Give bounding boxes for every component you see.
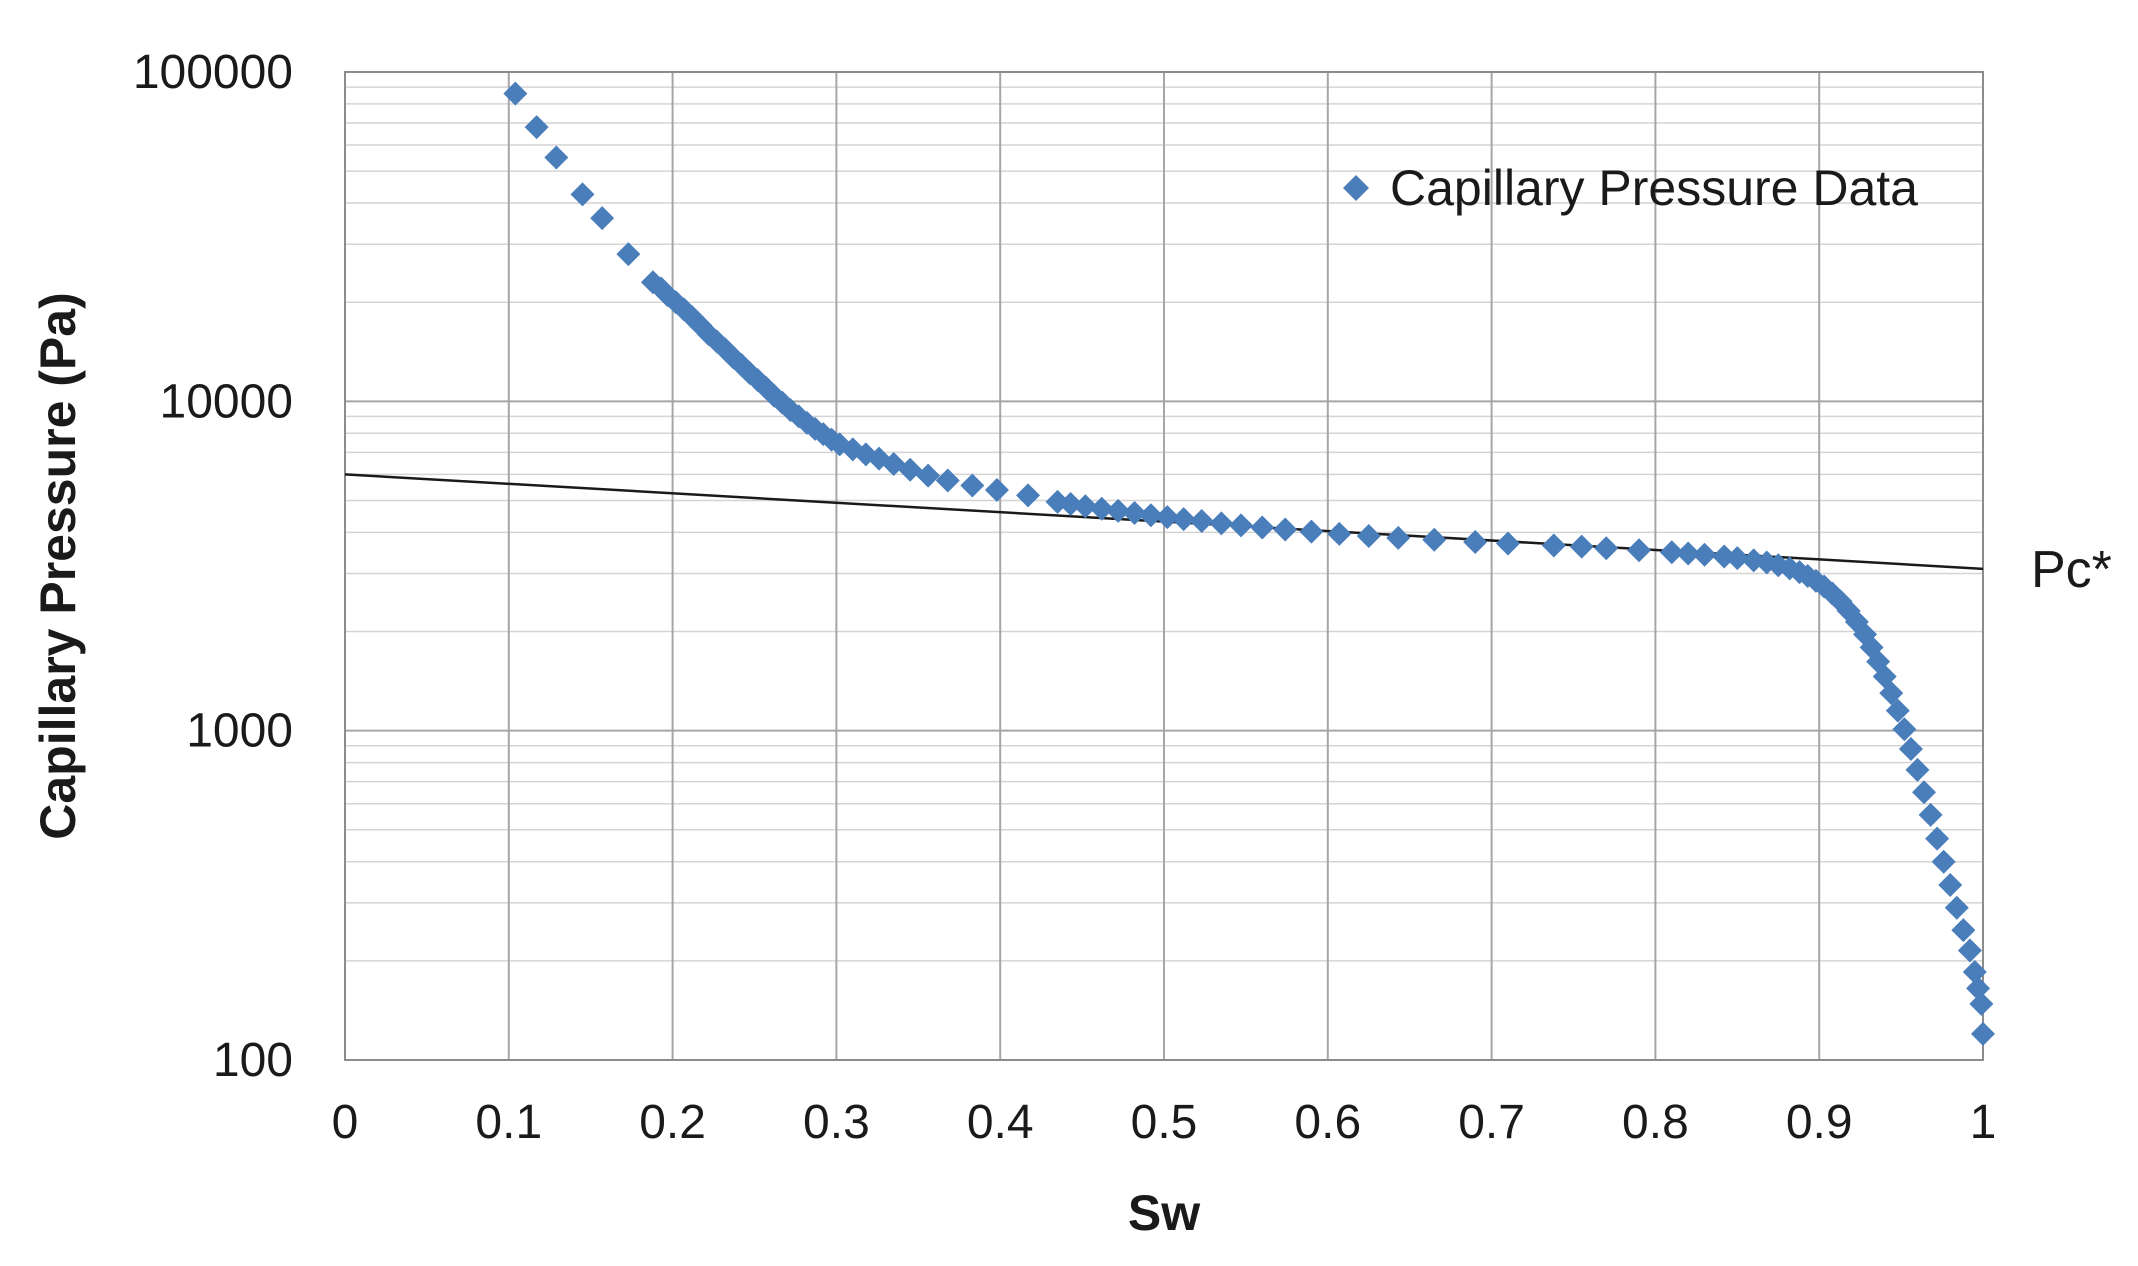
data-point — [1594, 536, 1619, 561]
data-point — [1327, 521, 1352, 546]
pc-star-annotation: Pc* — [2031, 541, 2112, 599]
data-point — [1250, 515, 1275, 540]
data-point — [1944, 895, 1969, 920]
data-point — [1386, 525, 1411, 550]
x-tick-label: 0.7 — [1458, 1096, 1525, 1149]
y-axis-title: Capillary Pressure (Pa) — [30, 292, 86, 840]
data-point — [616, 242, 641, 267]
data-point — [1106, 498, 1131, 523]
data-point — [1905, 757, 1930, 782]
data-point — [1209, 511, 1234, 536]
data-point — [960, 473, 985, 498]
data-point — [1969, 991, 1994, 1016]
x-tick-label: 0.5 — [1131, 1096, 1198, 1149]
data-point — [524, 115, 549, 140]
y-tick-label: 100 — [213, 1034, 293, 1087]
y-tick-label: 10000 — [160, 375, 293, 428]
x-tick-label: 0.3 — [803, 1096, 870, 1149]
x-tick-label: 0.4 — [967, 1096, 1034, 1149]
data-point — [544, 145, 569, 170]
data-point — [1495, 531, 1520, 556]
data-point — [1155, 505, 1180, 530]
data-point — [1957, 938, 1982, 963]
x-tick-label: 0.8 — [1622, 1096, 1689, 1149]
x-tick-label: 0 — [332, 1096, 359, 1149]
data-point — [1892, 717, 1917, 742]
data-point — [935, 468, 960, 493]
data-point — [1171, 507, 1196, 532]
data-point — [1073, 494, 1098, 519]
y-tick-label: 1000 — [186, 705, 293, 758]
data-point — [1692, 542, 1717, 567]
data-point — [590, 206, 615, 231]
x-tick-label: 0.2 — [639, 1096, 706, 1149]
data-point — [1299, 519, 1324, 544]
data-point — [1627, 538, 1652, 563]
data-point — [1541, 533, 1566, 558]
data-point — [1189, 509, 1214, 534]
data-point — [1273, 517, 1298, 542]
data-point — [1918, 802, 1943, 827]
data-point — [570, 182, 595, 207]
data-point — [1938, 872, 1963, 897]
x-axis-title: Sw — [1128, 1185, 1200, 1241]
data-point — [1931, 849, 1956, 874]
data-point — [1725, 546, 1750, 571]
x-tick-label: 0.1 — [475, 1096, 542, 1149]
x-tick-label: 0.9 — [1786, 1096, 1853, 1149]
legend-label: Capillary Pressure Data — [1390, 160, 1918, 216]
data-point — [1356, 524, 1381, 549]
data-point — [898, 457, 923, 482]
legend: Capillary Pressure Data — [1343, 160, 1918, 216]
data-points — [503, 81, 1995, 1046]
x-tick-label: 1 — [1970, 1096, 1997, 1149]
data-point — [1228, 513, 1253, 538]
data-point — [503, 81, 528, 106]
data-point — [984, 477, 1009, 502]
x-tick-label: 0.6 — [1294, 1096, 1361, 1149]
data-point — [1962, 960, 1987, 985]
y-tick-label: 100000 — [133, 46, 293, 99]
data-point — [1885, 698, 1910, 723]
data-point — [916, 463, 941, 488]
data-point — [1879, 681, 1904, 706]
legend-marker-diamond — [1343, 175, 1369, 201]
data-point — [1463, 530, 1488, 555]
data-point — [1676, 541, 1701, 566]
data-point — [1966, 976, 1991, 1001]
data-point — [1951, 918, 1976, 943]
data-point — [1912, 780, 1937, 805]
data-point — [1138, 503, 1163, 528]
data-point — [1898, 736, 1923, 761]
data-point — [1971, 1021, 1995, 1046]
data-point — [1422, 527, 1447, 552]
data-point — [1058, 491, 1083, 516]
x-axis-tick-labels: 0 0.1 0.2 0.3 0.4 0.5 0.6 0.7 0.8 0.9 1 — [332, 1096, 1997, 1149]
data-point — [1925, 826, 1950, 851]
data-point — [1016, 483, 1041, 508]
y-axis-tick-labels: 100 1000 10000 100000 — [133, 46, 293, 1087]
data-point — [1659, 540, 1684, 565]
data-point — [1122, 501, 1147, 526]
plot-area-border — [344, 71, 1984, 1061]
data-point — [1089, 496, 1114, 521]
data-point — [1569, 534, 1594, 559]
